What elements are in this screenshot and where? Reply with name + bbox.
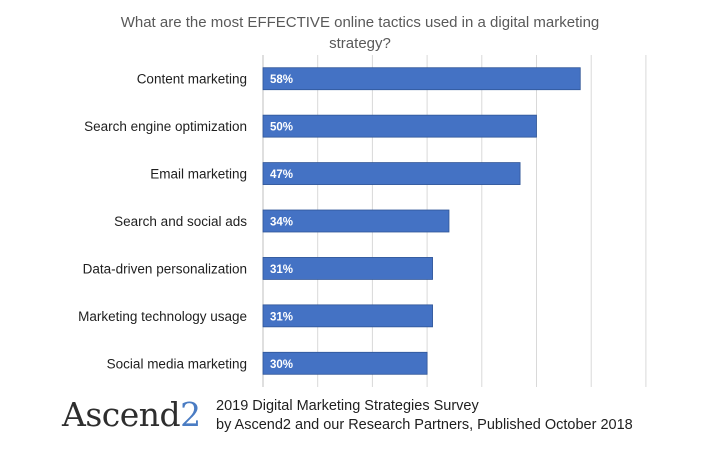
- bar: [262, 162, 521, 185]
- data-label: 31%: [270, 264, 293, 276]
- source-note: 2019 Digital Marketing Strategies Survey…: [216, 397, 633, 435]
- category-label: Data-driven personalization: [83, 261, 247, 276]
- data-label: 31%: [270, 311, 293, 323]
- category-label: Content marketing: [137, 72, 247, 87]
- category-label: Social media marketing: [107, 356, 247, 371]
- bar: [262, 67, 581, 91]
- data-label: 47%: [270, 169, 293, 181]
- category-label: Search and social ads: [114, 214, 247, 229]
- bar: [262, 304, 433, 328]
- category-labels: Content marketing Search engine optimizat…: [78, 72, 247, 372]
- bar: [262, 209, 450, 233]
- bars: [262, 67, 581, 375]
- data-label: 58%: [270, 74, 293, 86]
- data-label: 50%: [270, 122, 293, 134]
- source-line-1: 2019 Digital Marketing Strategies Survey: [216, 398, 479, 414]
- gridlines: [262, 55, 647, 387]
- bar: [262, 257, 433, 280]
- chart-title: What are the most EFFECTIVE online tacti…: [120, 14, 600, 52]
- source-line-2: by Ascend2 and our Research Partners, Pu…: [216, 417, 633, 433]
- category-label: Marketing technology usage: [78, 309, 247, 324]
- bar: [262, 351, 428, 375]
- data-label: 30%: [270, 359, 293, 371]
- logo-number: 2: [180, 395, 201, 434]
- bar: [262, 114, 537, 138]
- logo-word: Ascend: [62, 395, 181, 434]
- category-label: Email marketing: [150, 167, 247, 182]
- category-label: Search engine optimization: [84, 119, 247, 134]
- data-label: 34%: [270, 217, 293, 229]
- data-labels: 58% 50% 47% 34% 31% 31% 30%: [270, 74, 293, 371]
- ascend2-logo: Ascend2: [62, 395, 201, 435]
